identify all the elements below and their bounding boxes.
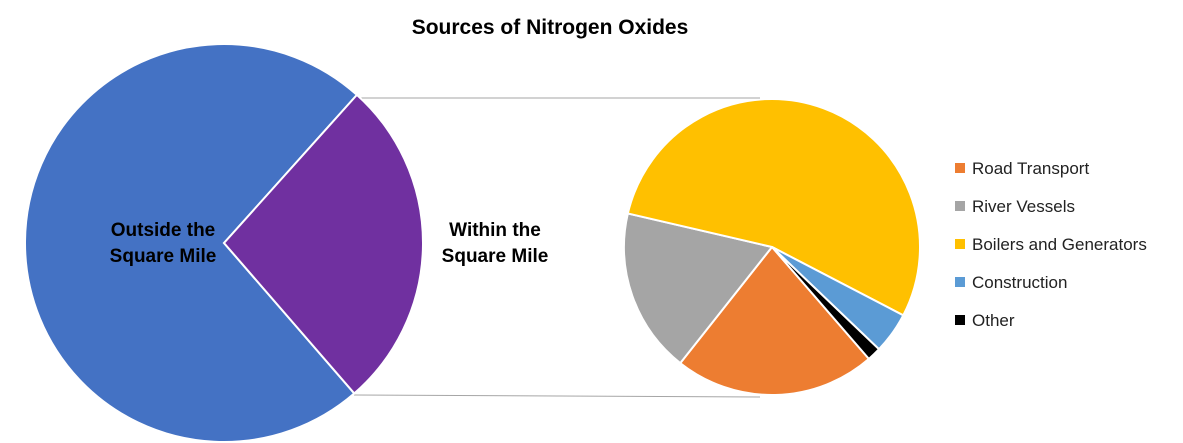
slice xyxy=(623,212,774,365)
slice xyxy=(678,245,871,396)
slice xyxy=(222,93,424,395)
legend-entry: Construction xyxy=(955,273,1067,293)
slice xyxy=(626,98,921,317)
legend-label: Boilers and Generators xyxy=(972,235,1147,254)
legend-swatch xyxy=(955,163,965,173)
legend-entry: Other xyxy=(955,311,1015,331)
chart-title: Sources of Nitrogen Oxides xyxy=(411,16,689,39)
data-label: Within the Square Mile xyxy=(441,220,549,267)
connector xyxy=(353,394,761,398)
legend-entry: River Vessels xyxy=(955,197,1075,217)
legend-entry: Road Transport xyxy=(955,159,1089,179)
slice xyxy=(771,246,881,361)
slice xyxy=(24,43,359,443)
legend-swatch xyxy=(955,201,965,211)
legend-label: Road Transport xyxy=(972,159,1090,178)
legend-swatch xyxy=(955,239,965,249)
data-label: Outside the Square Mile xyxy=(109,220,217,267)
legend-swatch xyxy=(955,277,965,287)
legend-label: Other xyxy=(972,311,1015,330)
legend-label: Construction xyxy=(972,273,1068,292)
legend-label: River Vessels xyxy=(972,197,1075,216)
legend-swatch xyxy=(955,315,965,325)
legend-entry: Boilers and Generators xyxy=(955,235,1147,255)
